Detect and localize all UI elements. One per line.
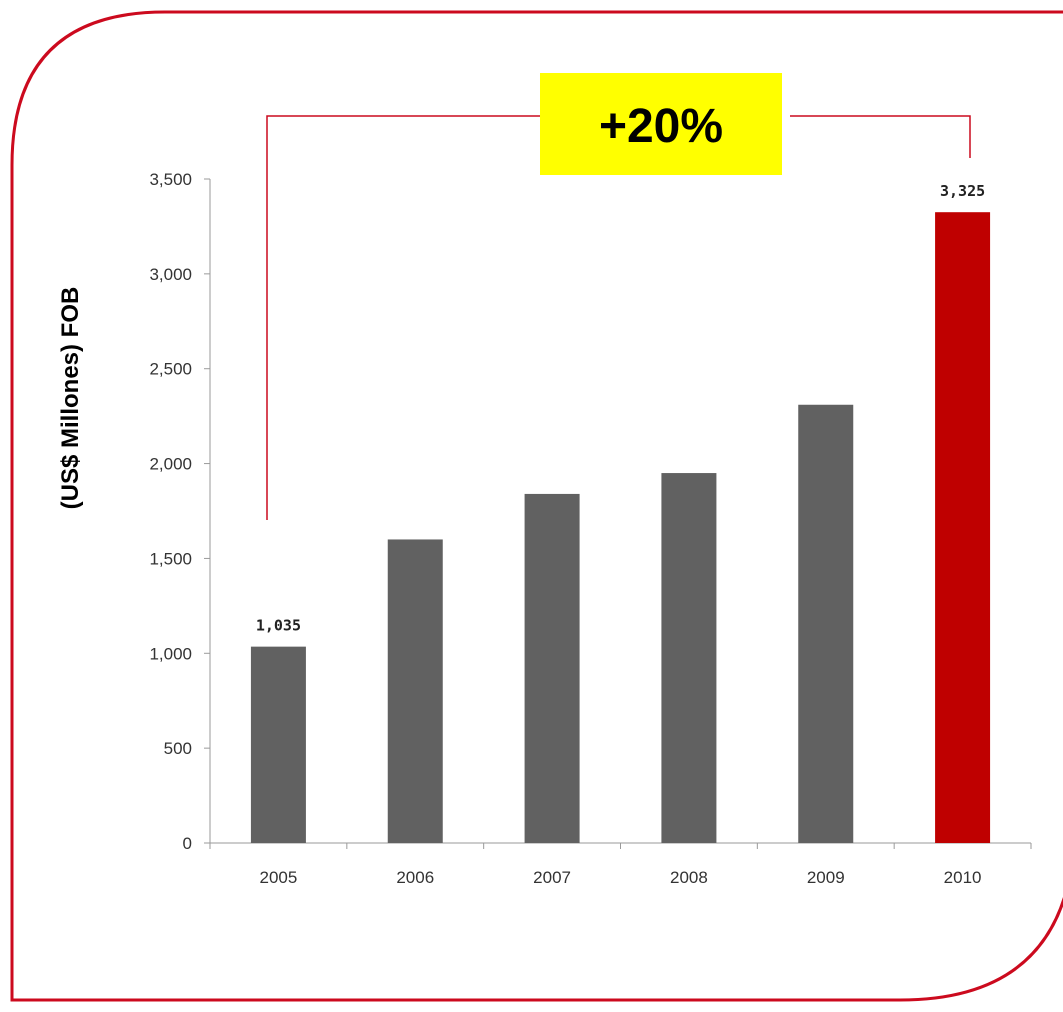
x-tick-label: 2005 xyxy=(260,868,298,887)
bar-2007 xyxy=(524,493,580,843)
bar-2006 xyxy=(387,539,443,843)
y-tick-label: 500 xyxy=(164,739,192,758)
bar-2009 xyxy=(798,404,854,843)
y-tick-label: 2,000 xyxy=(149,455,192,474)
growth-callout-text: +20% xyxy=(599,100,723,153)
x-tick-label: 2009 xyxy=(807,868,845,887)
bar-2010 xyxy=(935,212,991,843)
y-tick-label: 3,000 xyxy=(149,265,192,284)
x-tick-label: 2006 xyxy=(396,868,434,887)
growth-callout: +20% xyxy=(540,73,782,175)
x-tick-label: 2007 xyxy=(533,868,571,887)
y-tick-label: 1,500 xyxy=(149,549,192,568)
y-tick-label: 0 xyxy=(183,834,192,853)
growth-callout-box xyxy=(540,73,782,175)
y-tick-label: 3,500 xyxy=(149,170,192,189)
connector-left-line xyxy=(266,115,540,520)
x-tick-label: 2008 xyxy=(670,868,708,887)
plot-area: 0 500 1,000 1,500 2,000 2,500 3,000 3,500 2005 20… xyxy=(149,170,1032,887)
x-tick-label: 2010 xyxy=(944,868,982,887)
connector-right-line xyxy=(790,115,971,158)
bar-2005 xyxy=(250,646,306,843)
growth-connector xyxy=(266,115,971,520)
y-tick-label: 2,500 xyxy=(149,360,192,379)
y-axis-label: (US$ Millones) FOB xyxy=(57,287,84,510)
y-tick-label: 1,000 xyxy=(149,644,192,663)
slide-frame xyxy=(10,10,1063,1002)
bar-2008 xyxy=(661,473,717,843)
data-label-2010: 3,325 xyxy=(940,182,985,200)
data-label-2005: 1,035 xyxy=(256,617,301,635)
